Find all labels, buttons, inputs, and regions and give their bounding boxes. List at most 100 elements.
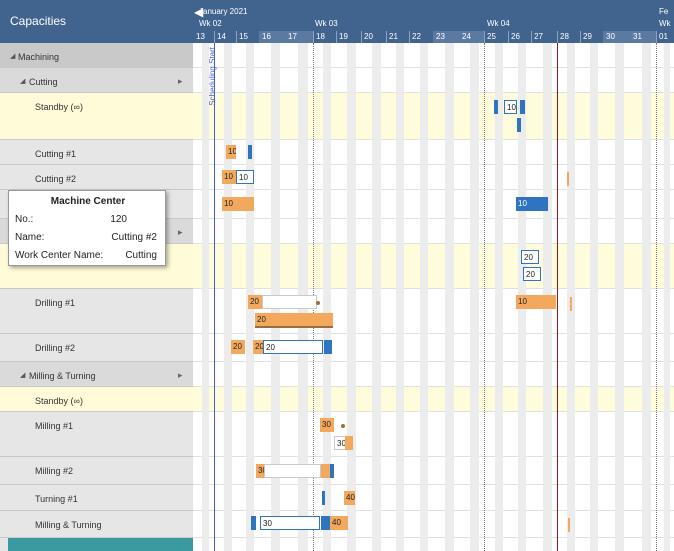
tree-row-milling-2[interactable]: Milling #2 [0,457,193,485]
tree-row-label: Machining [18,52,60,62]
gantt-bar-label: 30 [322,420,331,429]
gantt-bar[interactable]: 10 [236,170,254,184]
grid-row [193,485,674,511]
capacity-marker [568,518,570,532]
gantt-bar[interactable] [264,464,321,478]
footer-scrollbar[interactable] [8,538,193,551]
grid-row [193,362,674,387]
gantt-bar[interactable]: 10 [516,197,548,211]
tree-row-cutting[interactable]: ◢ Cutting ▸ [0,68,193,93]
gantt-bar[interactable] [262,295,317,309]
day-stripe [224,43,232,551]
day-separator [557,31,558,43]
gantt-bar[interactable]: 20 [231,340,245,354]
gantt-bar-label: 40 [346,493,355,502]
tree-row-turning-1[interactable]: Turning #1 [0,485,193,511]
gantt-chart[interactable]: January 2021 Fe Wk 02 Wk 03 Wk 04 Wk ◀ 1… [193,0,674,551]
day-separator [236,31,237,43]
gantt-bar[interactable] [517,118,521,132]
tree-row-standby-milling[interactable]: Standby (∞) [0,387,193,412]
tree-row-milling-1[interactable]: Milling #1 [0,412,193,457]
gantt-bar[interactable]: 40 [330,516,348,530]
day-cell: 20 [364,32,373,41]
gantt-bar[interactable]: 20 [253,340,263,354]
tree-row-label: Milling #1 [35,421,74,431]
gantt-bar[interactable]: 30 [260,516,320,530]
tooltip-work-center-label: Work Center Name: [15,250,104,261]
gantt-bar[interactable]: 20 [521,250,539,264]
tree-row-label: Drilling #2 [35,343,76,353]
day-separator [409,31,410,43]
grid-row [193,289,674,334]
gantt-bar[interactable] [345,436,353,450]
capacities-tree-panel: Capacities ◢ Machining ◢ Cutting ▸ Stand… [0,0,193,551]
gantt-bar[interactable] [324,340,332,354]
gantt-bar-label: 20 [524,253,533,262]
day-separator [484,31,485,43]
gantt-bar[interactable] [520,100,525,114]
week-label: Wk [659,19,671,28]
gantt-bar[interactable]: 10 [222,197,254,211]
capacity-marker [567,172,569,186]
collapse-triangle-icon[interactable]: ◢ [10,53,16,60]
gantt-bar[interactable] [322,491,325,505]
gantt-bar[interactable]: 10 [222,170,236,184]
gantt-bar[interactable] [330,464,334,478]
gantt-bar[interactable]: 30 [320,418,334,432]
tree-row-label: Turning #1 [35,494,78,504]
tree-row-cutting-2[interactable]: Cutting #2 [0,165,193,190]
chevron-right-icon[interactable]: ▸ [178,76,183,86]
gantt-bar[interactable]: 20 [255,313,333,327]
gantt-bar[interactable]: 10 [226,145,236,159]
gantt-bar[interactable] [494,100,498,114]
tree-row-milling-and-turning[interactable]: Milling & Turning [0,511,193,538]
tree-row-standby[interactable]: Standby (∞) [0,93,193,140]
gantt-bar-label: 10 [518,297,527,306]
tree-row-drilling-2[interactable]: Drilling #2 [0,334,193,362]
gantt-bar-label: 10 [228,147,236,156]
tree-row-cutting-1[interactable]: Cutting #1 [0,140,193,165]
day-cell: 18 [316,32,325,41]
tree-row-milling-turning-group[interactable]: ◢ Milling & Turning ▸ [0,362,193,387]
tree-row-drilling-1[interactable]: Drilling #1 [0,289,193,334]
current-date-line [557,43,558,551]
chevron-right-icon[interactable]: ▸ [178,370,183,380]
gantt-bar[interactable]: 20 [263,340,323,354]
tree-row-label: Standby (∞) [35,102,83,112]
grid-row [193,334,674,362]
month-label-next: Fe [659,7,669,16]
gantt-bar[interactable] [321,464,330,478]
day-stripe [470,43,479,551]
gantt-bar-label: 20 [233,342,242,351]
tree-row-label: Drilling #1 [35,298,76,308]
gantt-bar[interactable]: 20 [248,295,262,309]
capacity-marker [570,297,572,311]
collapse-triangle-icon[interactable]: ◢ [20,372,26,379]
timeline-nav-left-icon[interactable]: ◀ [194,5,204,19]
gantt-bar[interactable] [251,516,256,530]
gantt-bar[interactable] [321,516,330,530]
gantt-bar[interactable]: 20 [523,267,541,281]
day-cell: 17 [285,31,313,43]
day-separator [386,31,387,43]
tree-row-label: Milling #2 [35,466,74,476]
timeline-header: January 2021 Fe Wk 02 Wk 03 Wk 04 Wk ◀ 1… [193,0,674,43]
day-cell: 29 [583,32,592,41]
gantt-bar[interactable]: 10 [504,100,517,114]
chevron-right-icon[interactable]: ▸ [178,227,183,237]
tooltip-work-center-value: Cutting [125,250,157,261]
collapse-triangle-icon[interactable]: ◢ [20,78,26,85]
gantt-bar-label: 30 [337,439,346,448]
gantt-bar[interactable]: 10 [516,295,556,309]
day-stripe [323,43,331,551]
grid-row-standby [193,93,674,140]
grid-row [193,412,674,457]
day-stripe [347,43,356,551]
gantt-bar[interactable]: 30 [256,464,264,478]
gantt-bar[interactable]: 40 [344,491,355,505]
day-stripe [664,43,670,551]
tree-row-machining[interactable]: ◢ Machining [0,43,193,68]
day-cell: 16 [259,31,285,43]
grid-row-standby [193,387,674,412]
gantt-bar[interactable] [248,145,252,159]
